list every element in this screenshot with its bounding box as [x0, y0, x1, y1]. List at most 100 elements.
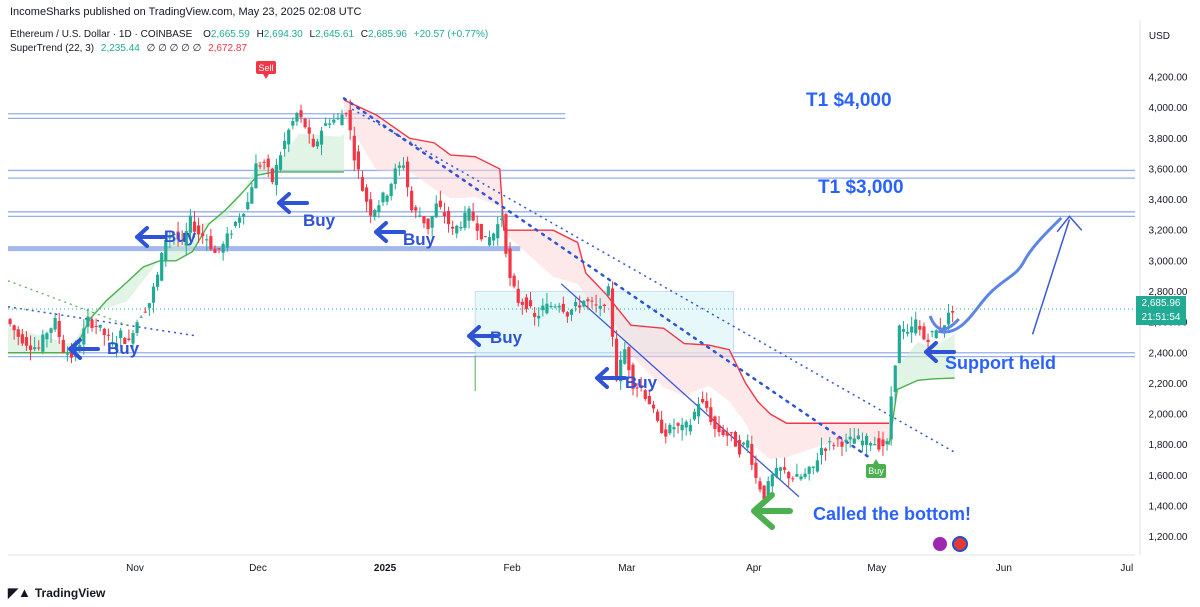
- candle-body: [521, 302, 524, 305]
- candle-body: [599, 306, 602, 309]
- candle-body: [197, 225, 200, 234]
- candle-body: [738, 440, 741, 454]
- candle-body: [603, 305, 606, 306]
- candle-body: [476, 223, 479, 230]
- candle-body: [148, 303, 151, 308]
- buy-annotation-6: Buy: [625, 373, 657, 393]
- candle-body: [877, 438, 880, 449]
- candle-body: [230, 234, 233, 235]
- candle-body: [222, 244, 225, 253]
- candle-body: [447, 211, 450, 224]
- candle-body: [607, 286, 610, 295]
- candle-body: [820, 448, 823, 455]
- candle-body: [135, 322, 138, 333]
- y-tick-label: 1,400.00: [1149, 501, 1188, 512]
- candle-body: [935, 330, 938, 338]
- bar-countdown-tag: 21:51:54: [1136, 310, 1186, 325]
- candle-body: [894, 365, 897, 391]
- candle-body: [17, 329, 20, 337]
- candle-body: [345, 113, 348, 114]
- x-tick-label: Apr: [746, 563, 762, 574]
- candle-body: [701, 399, 704, 402]
- y-tick-label: 3,600.00: [1149, 164, 1188, 175]
- supertrend-up-line: [889, 378, 955, 445]
- candle-body: [336, 118, 339, 119]
- candle-body: [37, 347, 40, 348]
- candle-body: [734, 432, 737, 447]
- candle-body: [361, 177, 364, 191]
- candle-body: [914, 320, 917, 334]
- candle-body: [304, 119, 307, 128]
- candle-body: [787, 472, 790, 478]
- candle-body: [685, 422, 688, 428]
- footer: ◤▲ TradingView: [8, 585, 105, 601]
- x-tick-label: Dec: [249, 563, 267, 574]
- brand-name[interactable]: TradingView: [35, 586, 105, 600]
- candle-body: [234, 222, 237, 226]
- event-flag-icon: [953, 537, 967, 551]
- candle-body: [816, 460, 819, 471]
- candle-body: [160, 253, 163, 281]
- candle-body: [656, 412, 659, 421]
- candle-body: [898, 326, 901, 364]
- x-tick-label: Mar: [618, 563, 636, 574]
- sell-signal-pointer: [263, 74, 269, 79]
- buy-annotation-3: Buy: [403, 230, 435, 250]
- candle-body: [394, 169, 397, 184]
- candle-body: [689, 425, 692, 431]
- candle-body: [242, 214, 245, 217]
- y-tick-label: 3,400.00: [1149, 195, 1188, 206]
- candle-body: [451, 227, 454, 229]
- candle-body: [803, 474, 806, 477]
- candle-body: [508, 249, 511, 278]
- candle-body: [33, 347, 36, 349]
- candle-body: [426, 219, 429, 229]
- candle-body: [246, 202, 249, 209]
- sell-signal-text: Sell: [258, 63, 273, 73]
- candle-body: [529, 300, 532, 306]
- candle-body: [672, 427, 675, 429]
- candle-body: [771, 474, 774, 486]
- candle-body: [873, 444, 876, 445]
- candle-body: [890, 396, 893, 439]
- candle-body: [713, 416, 716, 429]
- candle-body: [312, 139, 315, 147]
- candle-body: [435, 204, 438, 218]
- candle-body: [660, 420, 663, 433]
- candle-body: [824, 449, 827, 451]
- buy-annotation-4: Buy: [107, 339, 139, 359]
- candle-body: [332, 120, 335, 123]
- candle-body: [549, 306, 552, 307]
- candle-body: [799, 476, 802, 479]
- y-tick-label: 3,800.00: [1149, 134, 1188, 145]
- candle-body: [443, 212, 446, 216]
- trendline-dotted-left: [8, 307, 197, 336]
- y-tick-label: 2,400.00: [1149, 348, 1188, 359]
- candle-body: [29, 346, 32, 350]
- buy-arrow-icon: [376, 223, 404, 241]
- candle-body: [287, 130, 290, 145]
- y-tick-label: 1,600.00: [1149, 471, 1188, 482]
- candle-body: [693, 412, 696, 420]
- candle-body: [836, 438, 839, 439]
- candle-body: [594, 304, 597, 305]
- candle-body: [41, 335, 44, 352]
- candle-body: [209, 236, 212, 249]
- candle-body: [783, 467, 786, 470]
- candle-body: [103, 329, 106, 335]
- candle-body: [869, 443, 872, 445]
- candle-body: [533, 313, 536, 317]
- y-tick-label: 2,200.00: [1149, 379, 1188, 390]
- candle-body: [906, 332, 909, 334]
- candle-body: [402, 165, 405, 167]
- tradingview-logo-icon[interactable]: ◤▲: [8, 585, 31, 601]
- candle-body: [316, 141, 319, 146]
- candle-body: [373, 210, 376, 217]
- candle-body: [152, 287, 155, 303]
- candle-body: [865, 436, 868, 445]
- candle-body: [742, 443, 745, 445]
- target-3000-label: T1 $3,000: [818, 177, 904, 199]
- candle-body: [377, 205, 380, 212]
- candle-body: [390, 184, 393, 196]
